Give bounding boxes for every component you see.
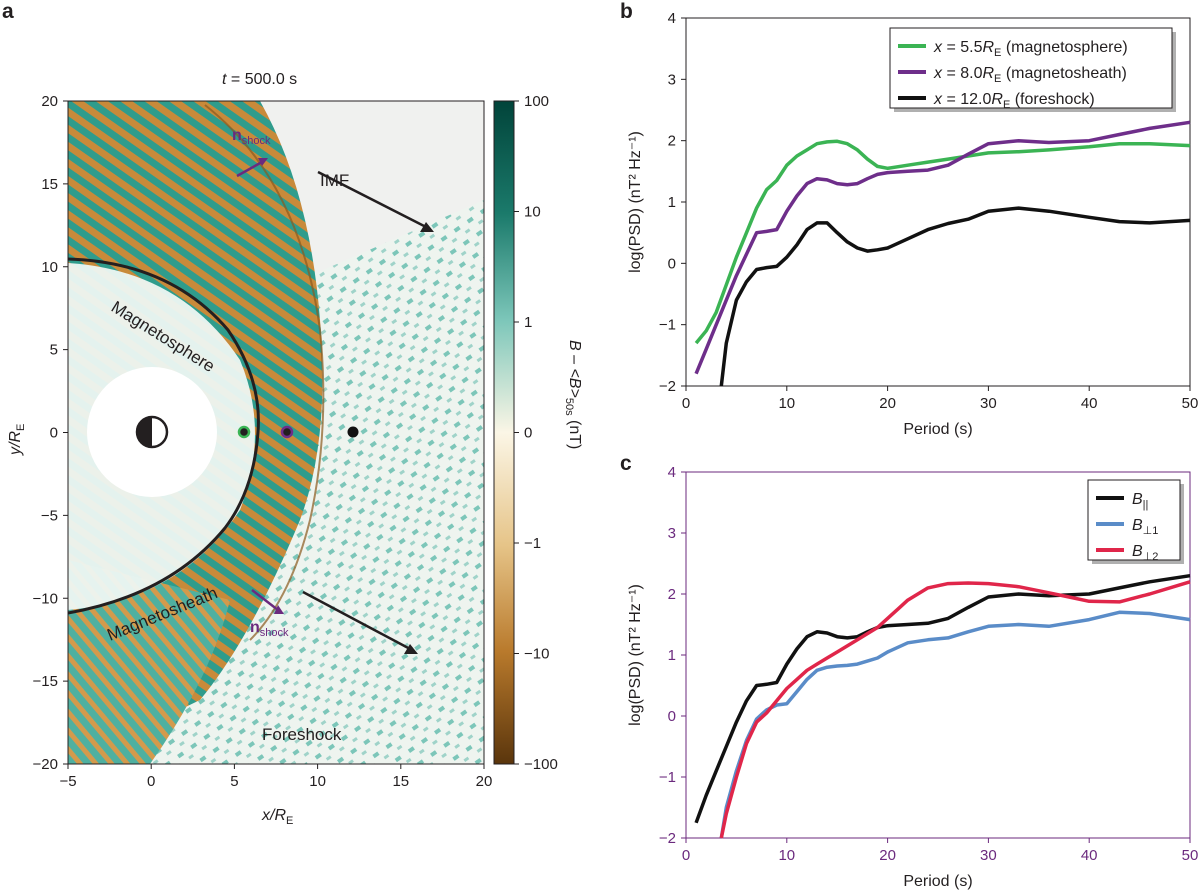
a-ytick-label: −10 — [33, 590, 58, 607]
cb-tick-label: 1 — [524, 314, 532, 331]
magnetopause-line — [68, 257, 260, 615]
nshock-arrow-bottom — [251, 589, 284, 614]
panel-c-letter: c — [620, 452, 632, 475]
a-xtick-label: 20 — [476, 773, 493, 790]
cb-tick-label: −10 — [524, 646, 549, 663]
panel-a-title: t = 500.0 s — [222, 71, 297, 88]
chart-ylabel: log(PSD) (nT² Hz⁻¹) — [627, 131, 644, 273]
series-line-2 — [719, 580, 1191, 839]
a-ytick-label: −20 — [33, 756, 58, 773]
ytick-label: 3 — [668, 71, 676, 88]
xtick-label: 20 — [879, 395, 896, 412]
foreshock-label: Foreshock — [262, 725, 342, 744]
legend-box — [1087, 479, 1181, 561]
nshock-label-bottom: nshock — [250, 619, 289, 639]
ytick-label: 2 — [668, 133, 676, 150]
a-xtick-label: 0 — [147, 773, 155, 790]
xtick-label: 0 — [682, 847, 690, 864]
nshock-label-top: nshock — [232, 127, 271, 147]
series-line-0 — [694, 573, 1191, 824]
xtick-label: 30 — [980, 847, 997, 864]
ytick-label: 0 — [668, 708, 676, 725]
ytick-label: −1 — [659, 317, 676, 334]
a-xtick-label: 5 — [230, 773, 238, 790]
legend-entry: B|| — [1132, 491, 1148, 511]
a-xtick-label: −5 — [59, 773, 76, 790]
legend-entry: x = 5.5RE (magnetosphere) — [933, 39, 1128, 59]
field-map — [68, 101, 484, 764]
a-ytick-label: 20 — [41, 93, 58, 110]
panel-a-ylabel: y/RE — [7, 424, 27, 456]
series-line-1 — [719, 610, 1191, 839]
a-ytick-label: 15 — [41, 176, 58, 193]
chart-xlabel: Period (s) — [903, 873, 972, 890]
a-xtick-label: 10 — [309, 773, 326, 790]
probe-magnetosheath — [280, 425, 294, 439]
panel-a-yticks: 20 15 10 5 0 −5 −10 −15 −20 — [33, 93, 68, 773]
imf-arrow — [317, 170, 434, 232]
legend-entry: x = 12.0RE (foreshock) — [933, 91, 1095, 111]
a-ytick-label: 10 — [41, 259, 58, 276]
a-ytick-label: 0 — [50, 425, 58, 442]
legend-entry: B⊥2 — [1132, 543, 1158, 563]
cb-tick-label: 0 — [524, 425, 532, 442]
xtick-label: 30 — [980, 395, 997, 412]
xtick-label: 40 — [1081, 847, 1098, 864]
ytick-label: 2 — [668, 586, 676, 603]
legend: B|| B⊥1 B⊥2 — [1087, 479, 1184, 564]
xtick-label: 50 — [1182, 395, 1199, 412]
ytick-label: −1 — [659, 769, 676, 786]
chart-ylabel: log(PSD) (nT² Hz⁻¹) — [627, 584, 644, 726]
series-line-0 — [694, 139, 1191, 345]
series-line-1 — [694, 120, 1191, 375]
lower-sheath-region — [68, 560, 230, 764]
cb-tick-label: −1 — [524, 535, 541, 552]
ytick-label: 4 — [668, 464, 676, 481]
a-ytick-label: −15 — [33, 673, 58, 690]
a-xtick-label: 15 — [392, 773, 409, 790]
colorbar-label: B – <B>50s (nT) — [563, 340, 583, 449]
earth-icon — [135, 415, 169, 449]
xtick-label: 40 — [1081, 395, 1098, 412]
xtick-label: 0 — [682, 395, 690, 412]
ytick-label: −2 — [659, 830, 676, 847]
xtick-label: 50 — [1182, 847, 1199, 864]
cb-tick-label: 100 — [524, 93, 549, 110]
chart-xlabel: Period (s) — [903, 421, 972, 438]
lower-flow-arrow — [302, 590, 418, 654]
ytick-label: 1 — [668, 194, 676, 211]
xtick-label: 20 — [879, 847, 896, 864]
cb-tick-label: 10 — [524, 204, 541, 221]
legend-entry: B⊥1 — [1132, 517, 1158, 537]
legend-box — [889, 27, 1173, 109]
ytick-label: 1 — [668, 647, 676, 664]
a-ytick-label: −5 — [41, 507, 58, 524]
cb-tick-label: −100 — [524, 756, 558, 773]
imf-label: IMF — [320, 171, 349, 190]
a-ytick-label: 5 — [50, 342, 58, 359]
ytick-label: 3 — [668, 525, 676, 542]
xtick-label: 10 — [778, 395, 795, 412]
panel-a-xticks: −5 0 5 10 15 20 — [59, 764, 492, 790]
colorbar — [493, 100, 515, 765]
probe-foreshock — [347, 426, 359, 438]
legend: x = 5.5RE (magnetosphere) x = 8.0RE (magn… — [889, 27, 1176, 112]
ytick-label: 4 — [668, 10, 676, 27]
ytick-label: −2 — [659, 378, 676, 395]
xtick-label: 10 — [778, 847, 795, 864]
panel-a-letter: a — [2, 0, 14, 23]
nshock-arrow-top — [236, 158, 268, 178]
series-line-2 — [719, 206, 1191, 387]
bow-shock — [204, 104, 325, 641]
panel-a-xlabel: x/RE — [261, 807, 293, 827]
ytick-label: 0 — [668, 255, 676, 272]
panel-b-letter: b — [620, 0, 633, 23]
legend-entry: x = 8.0RE (magnetosheath) — [933, 65, 1127, 85]
probe-magnetosphere — [237, 425, 251, 439]
